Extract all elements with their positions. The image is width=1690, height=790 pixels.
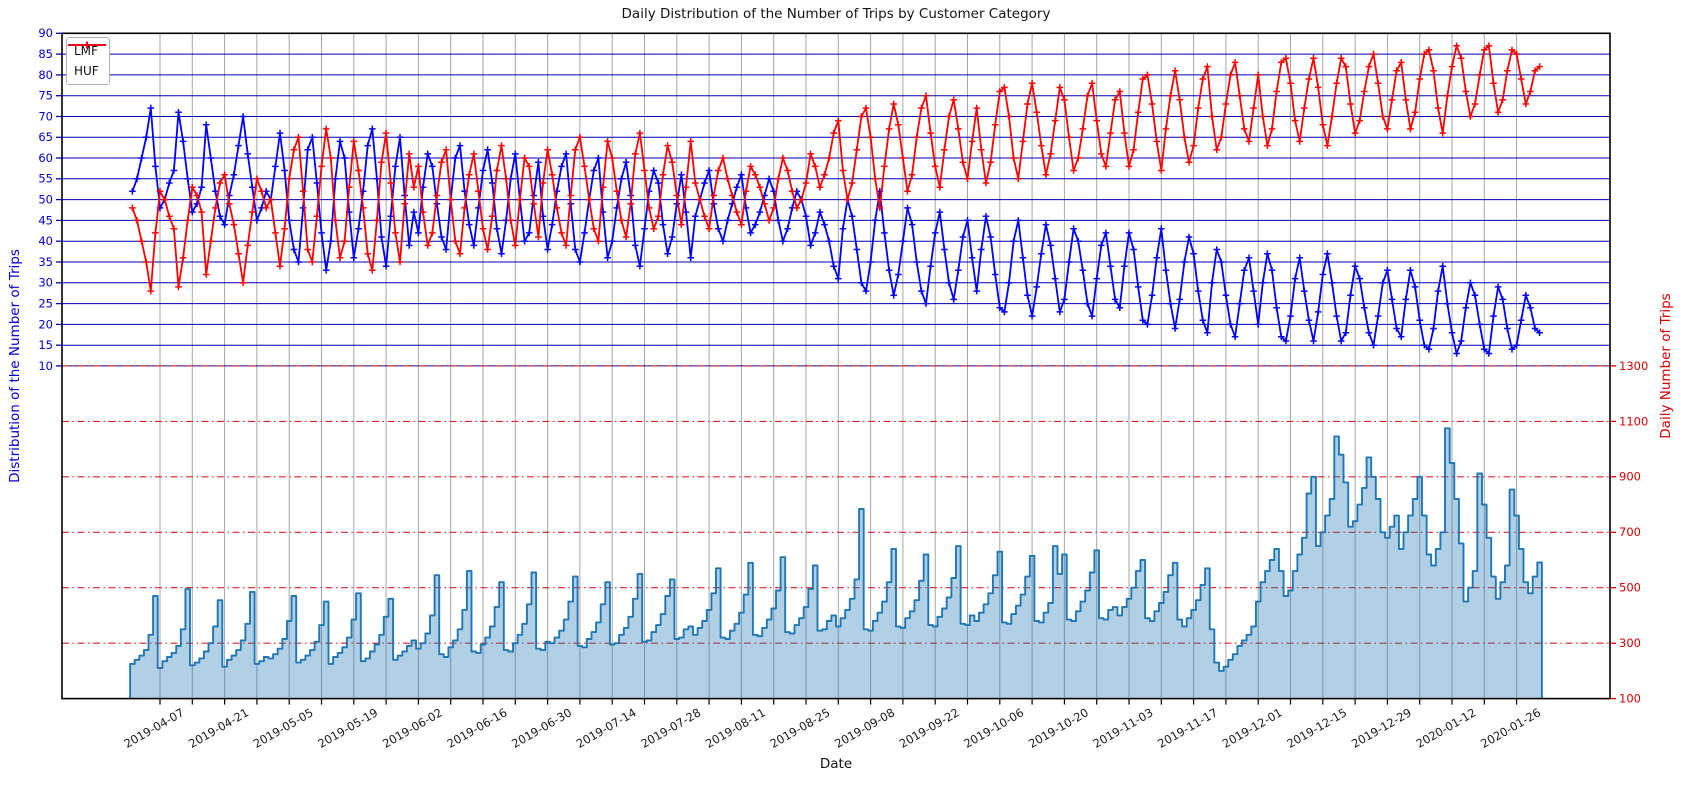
left-tick-label: 35 (38, 255, 53, 269)
legend-label-huf: HUF (74, 64, 99, 78)
x-tick-label: 2019-10-06 (961, 705, 1026, 751)
left-tick-label: 85 (38, 47, 53, 61)
right-tick-label: 1100 (1619, 414, 1648, 428)
right-tick-label: 1300 (1619, 359, 1648, 373)
huf-markers (129, 42, 1543, 295)
left-tick-label: 65 (38, 130, 53, 144)
x-tick-label: 2019-08-11 (703, 705, 768, 751)
x-tick-label: 2019-04-07 (122, 705, 187, 751)
legend: LMF HUF (66, 37, 110, 85)
left-tick-label: 80 (38, 68, 53, 82)
x-axis-ticks (159, 698, 1518, 705)
right-axis-ticks (1610, 365, 1616, 700)
left-tick-label: 20 (38, 317, 53, 331)
x-tick-label: 2019-09-08 (832, 705, 897, 751)
x-tick-label: 2019-04-21 (186, 705, 251, 751)
x-tick-label: 2019-07-14 (574, 705, 639, 751)
left-tick-label: 90 (38, 26, 53, 40)
left-tick-label: 15 (38, 338, 53, 352)
left-tick-label: 40 (38, 234, 53, 248)
left-y-axis-label: Distribution of the Number of Trips (7, 249, 23, 483)
x-tick-label: 2020-01-26 (1478, 705, 1543, 751)
x-tick-label: 2019-12-15 (1284, 705, 1349, 751)
x-axis-label: Date (819, 756, 853, 772)
left-tick-label: 25 (38, 297, 53, 311)
left-tick-label: 50 (38, 193, 53, 207)
x-tick-label: 2019-08-25 (768, 705, 833, 751)
lmf-line (131, 107, 1541, 357)
daily-trips-area-edge (129, 427, 1543, 699)
x-tick-label: 2019-05-05 (251, 705, 316, 751)
huf-line (131, 42, 1541, 292)
left-tick-label: 60 (38, 151, 53, 165)
x-tick-label: 2020-01-12 (1414, 705, 1479, 751)
left-tick-label: 75 (38, 89, 53, 103)
x-tick-label: 2019-07-28 (638, 705, 703, 751)
left-tick-label: 55 (38, 172, 53, 186)
left-tick-label: 45 (38, 213, 53, 227)
left-axis-ticks (56, 32, 62, 367)
legend-item-huf: HUF (68, 41, 106, 79)
legend-label-lmf: LMF (74, 44, 98, 58)
x-tick-label: 2019-12-29 (1349, 705, 1414, 751)
legend-sample-huf (68, 41, 106, 49)
chart-title: Daily Distribution of the Number of Trip… (621, 6, 1051, 22)
x-tick-label: 2019-11-17 (1155, 705, 1220, 751)
right-y-axis-label: Daily Number of Trips (1658, 293, 1674, 439)
right-tick-label: 500 (1619, 581, 1641, 595)
x-tick-label: 2019-06-02 (380, 705, 445, 751)
x-tick-label: 2019-10-20 (1026, 705, 1091, 751)
x-tick-label: 2019-06-16 (445, 705, 510, 751)
lmf-markers (129, 104, 1543, 357)
x-tick-label: 2019-11-03 (1091, 705, 1156, 751)
x-tick-label: 2019-12-01 (1220, 705, 1285, 751)
right-tick-label: 300 (1619, 636, 1641, 650)
x-tick-label: 2019-06-30 (509, 705, 574, 751)
left-tick-label: 70 (38, 109, 53, 123)
x-tick-label: 2019-05-19 (315, 705, 380, 751)
left-tick-label: 30 (38, 276, 53, 290)
left-tick-label: 10 (38, 359, 53, 373)
right-tick-label: 900 (1619, 470, 1641, 484)
right-gridlines (62, 365, 1610, 644)
x-tick-label: 2019-09-22 (897, 705, 962, 751)
daily-trips-area-fill (130, 428, 1542, 699)
right-tick-label: 100 (1619, 692, 1641, 706)
right-tick-label: 700 (1619, 525, 1641, 539)
